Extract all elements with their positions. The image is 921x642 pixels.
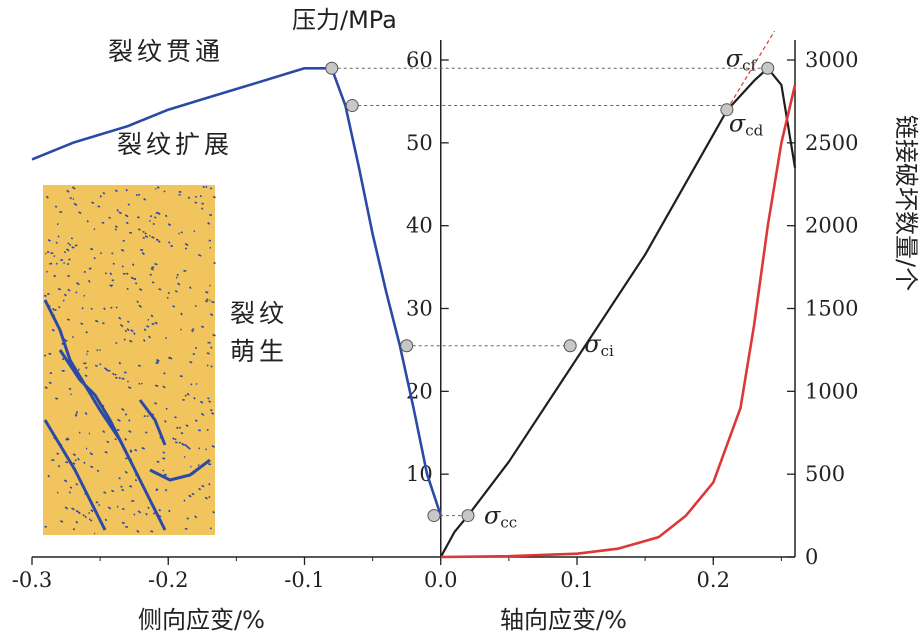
y-left-tick-label: 50 — [406, 131, 433, 155]
specimen-scattered-cracks — [43, 185, 216, 535]
x-tick-label: -0.3 — [12, 568, 53, 592]
axes: -0.3 -0.2 -0.1 0.0 0.1 0.21020304050600500100… — [12, 40, 858, 592]
y-left-tick-label: 40 — [406, 214, 433, 238]
y-right-axis-label: 链接破坏数量/个 — [892, 115, 920, 291]
y-right-tick-label: 0 — [805, 545, 818, 569]
specimen-crack-band — [149, 458, 211, 482]
point-marker — [345, 99, 359, 113]
sigma-cf-label: σcf — [726, 44, 758, 74]
sigma-cd-label: σcd — [729, 110, 764, 140]
x-tick-label: -0.1 — [284, 568, 325, 592]
guide-lines — [331, 67, 768, 517]
x-tick-label: -0.2 — [148, 568, 189, 592]
y-right-tick-label: 1000 — [805, 379, 858, 403]
x-left-axis-label: 侧向应变/% — [138, 606, 265, 634]
specimen-crack-band — [43, 299, 167, 531]
sigma-ci-label: σci — [584, 330, 614, 360]
y-right-tick-label: 3000 — [805, 48, 858, 72]
y-left-axis-label: 压力/MPa — [292, 6, 397, 34]
y-right-tick-label: 2000 — [805, 214, 858, 238]
axial-series-line — [439, 67, 797, 558]
annotation-crack-penetration: 裂纹贯通 — [108, 37, 224, 66]
point-marker — [325, 61, 339, 75]
x-tick-label: 0.0 — [424, 568, 457, 592]
point-marker — [461, 509, 475, 523]
annotation-crack-propagation: 裂纹扩展 — [117, 130, 233, 159]
point-marker — [761, 61, 775, 75]
axial-extension-line — [726, 30, 776, 111]
sigma-cc-label: σcc — [484, 502, 517, 532]
specimen-crack-band — [138, 399, 167, 446]
x-tick-label: 0.1 — [560, 568, 593, 592]
y-right-tick-label: 500 — [805, 462, 845, 486]
specimen-crack-band — [43, 419, 107, 531]
count-series-line — [440, 84, 797, 559]
point-marker — [563, 339, 577, 353]
x-right-axis-label: 轴向应变/% — [500, 606, 627, 634]
markers — [325, 61, 775, 523]
point-marker — [400, 339, 414, 353]
point-marker — [720, 103, 734, 117]
annotation-crack-initiation-line2: 萌生 — [230, 337, 288, 366]
point-marker — [427, 509, 441, 523]
y-left-tick-label: 30 — [406, 297, 433, 321]
annotation-crack-initiation-line1: 裂纹 — [230, 299, 288, 328]
y-right-tick-label: 2500 — [805, 131, 858, 155]
specimen-image — [43, 185, 216, 535]
y-right-tick-label: 1500 — [805, 297, 858, 321]
specimen-crack-band — [58, 349, 127, 451]
x-tick-label: 0.2 — [697, 568, 730, 592]
